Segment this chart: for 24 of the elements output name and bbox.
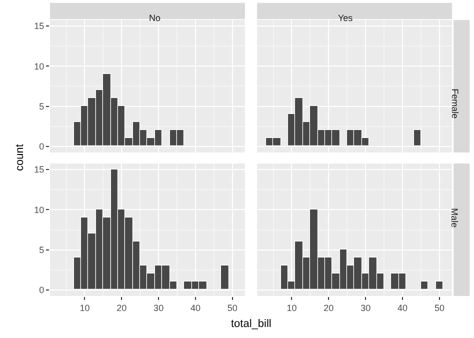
x-tick-label: 40 xyxy=(190,302,200,313)
chart-title: No xyxy=(149,13,161,23)
y-tick-label: 15 xyxy=(34,164,44,175)
x-tick-label: 10 xyxy=(80,302,90,313)
y-tick-label: 10 xyxy=(34,204,44,215)
y-tick-label: 15 xyxy=(34,21,44,32)
x-tick-label: 10 xyxy=(286,302,297,313)
y-tick-label: 0 xyxy=(39,285,44,296)
chart-title: Yes xyxy=(338,13,354,23)
y-tick-label: 5 xyxy=(39,244,44,255)
y2-axis-title: Male xyxy=(449,208,460,228)
x-tick-label: 20 xyxy=(116,302,127,313)
x-tick-label: 50 xyxy=(434,302,444,313)
x-axis-title: total_bill xyxy=(231,318,272,330)
y-tick-label: 5 xyxy=(39,101,44,112)
y-tick-label: 0 xyxy=(39,142,44,152)
x-tick-label: 40 xyxy=(398,302,408,313)
x-tick-label: 30 xyxy=(154,302,164,313)
y-axis-title: count xyxy=(14,144,26,171)
x-tick-label: 50 xyxy=(227,302,238,313)
y2-axis-title: Female xyxy=(450,88,460,119)
x-tick-label: 20 xyxy=(324,302,334,313)
y-tick-label: 10 xyxy=(34,61,44,72)
x-tick-label: 30 xyxy=(360,302,371,313)
